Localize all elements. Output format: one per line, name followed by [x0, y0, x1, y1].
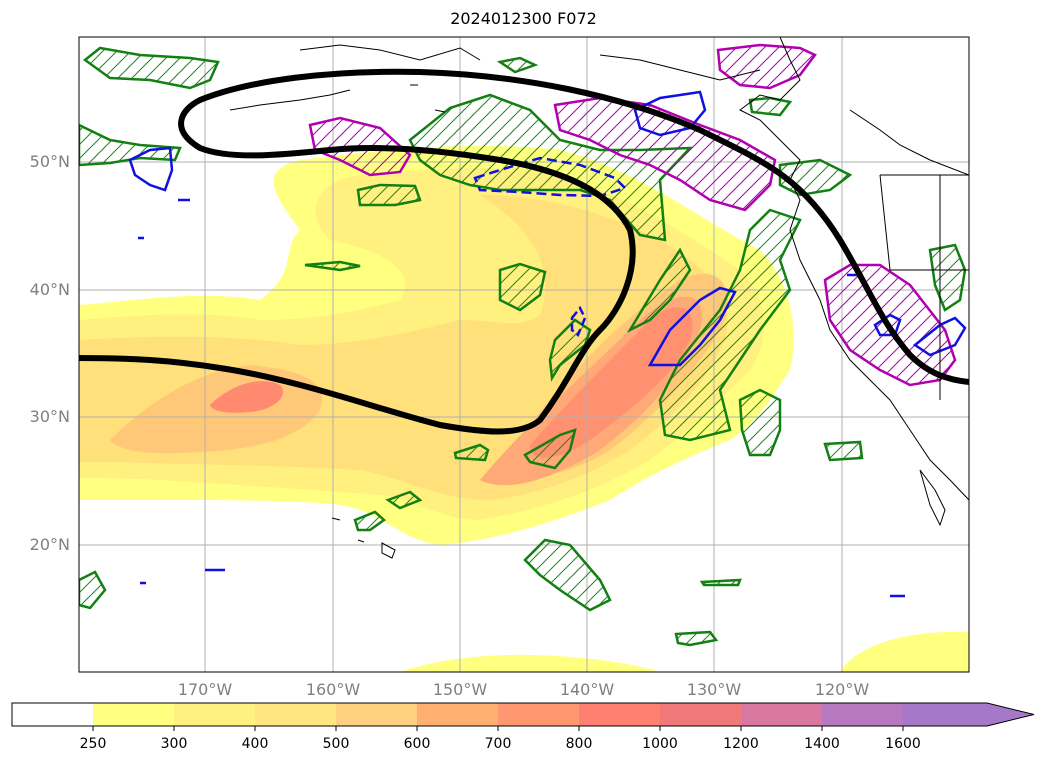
colorbar-tick-label: 500 [322, 736, 350, 752]
jet-contour [79, 68, 969, 435]
lat-label-50n: 50°N [29, 152, 70, 171]
lon-label-120w: 120°W [814, 680, 870, 699]
lon-label-150w: 150°W [432, 680, 488, 699]
colorbar-tick-label: 250 [79, 736, 107, 752]
ivt-shading [79, 145, 969, 672]
lat-label-20n: 20°N [29, 535, 70, 554]
colorbar-tick-label: 1400 [804, 736, 840, 752]
lon-label-130w: 130°W [686, 680, 742, 699]
colorbar-tick-label: 300 [160, 736, 188, 752]
lat-label-40n: 40°N [29, 280, 70, 299]
lon-label-160w: 160°W [305, 680, 361, 699]
lat-label-30n: 30°N [29, 407, 70, 426]
colorbar-tick-label: 1200 [723, 736, 759, 752]
colorbar-tick-label: 600 [403, 736, 431, 752]
blue-contours [128, 90, 967, 598]
colorbar-tick-label: 1600 [885, 736, 921, 752]
green-contours [79, 46, 967, 647]
colorbar-tick-label: 700 [484, 736, 512, 752]
coastlines [229, 37, 969, 559]
map-frame [78, 36, 970, 673]
map-area [79, 37, 969, 672]
colorbar-tick-label: 800 [565, 736, 593, 752]
colorbar [11, 702, 1035, 731]
lon-label-140w: 140°W [559, 680, 615, 699]
colorbar-tick-label: 400 [241, 736, 269, 752]
map-title: 2024012300 F072 [450, 9, 597, 28]
lon-label-170w: 170°W [177, 680, 233, 699]
colorbar-tick-label: 1000 [642, 736, 678, 752]
